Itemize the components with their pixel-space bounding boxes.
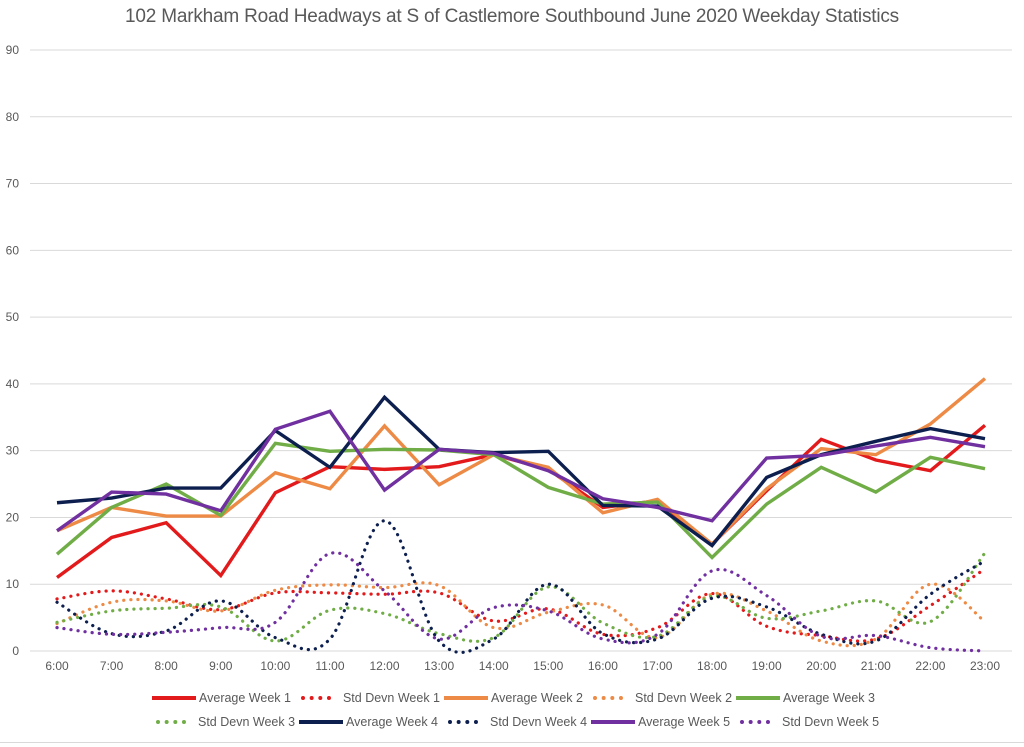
y-tick-label: 40	[6, 377, 20, 391]
x-tick-label: 7:00	[100, 659, 124, 673]
legend-label: Std Devn Week 4	[490, 715, 588, 729]
x-tick-label: 9:00	[209, 659, 233, 673]
legend-row: Average Week 1 Std Devn Week 1 Average Wee…	[152, 686, 890, 710]
legend-item: Std Devn Week 4	[442, 715, 587, 729]
x-tick-label: 15:00	[533, 659, 563, 673]
x-tick-label: 13:00	[424, 659, 454, 673]
legend-swatch	[591, 720, 636, 724]
x-tick-label: 17:00	[642, 659, 672, 673]
legend-swatch	[156, 720, 186, 724]
legend-row: Std Devn Week 3 Average Week 4 Std Devn We…	[150, 710, 890, 734]
y-tick-label: 70	[6, 177, 20, 191]
x-tick-label: 23:00	[970, 659, 1000, 673]
x-tick-label: 19:00	[752, 659, 782, 673]
legend-label: Std Devn Week 3	[198, 715, 296, 729]
x-tick-label: 20:00	[806, 659, 836, 673]
legend-label: Std Devn Week 1	[342, 691, 441, 705]
legend-swatch	[152, 696, 196, 700]
x-tick-label: 18:00	[697, 659, 727, 673]
series-line-std-devn-week-4	[55, 519, 987, 654]
legend-swatch	[740, 720, 771, 724]
y-axis-ticks: 0 10 20 30 40 50 60 70 80 90	[6, 43, 20, 658]
legend-label: Std Devn Week 2	[634, 691, 733, 705]
bottom-divider	[0, 742, 1024, 743]
legend: Average Week 1 Std Devn Week 1 Average Wee…	[150, 686, 890, 734]
legend-swatch	[444, 696, 489, 700]
legend-item: Average Week 3	[736, 691, 875, 705]
legend-item: Average Week 2	[444, 691, 583, 705]
series-line-std-devn-week-5	[55, 551, 987, 653]
series-line-average-week-3	[55, 441, 986, 560]
y-tick-label: 10	[6, 577, 20, 591]
x-tick-label: 16:00	[588, 659, 618, 673]
legend-label: Average Week 3	[783, 691, 875, 705]
legend-swatch	[300, 696, 331, 700]
x-tick-label: 12:00	[370, 659, 400, 673]
series-line-std-devn-week-3	[55, 551, 987, 643]
y-tick-label: 30	[6, 444, 20, 458]
y-tick-label: 60	[6, 243, 20, 257]
series-line-std-devn-week-2	[55, 581, 987, 648]
legend-item: Average Week 5	[591, 715, 730, 729]
x-tick-label: 10:00	[260, 659, 290, 673]
x-tick-label: 22:00	[915, 659, 945, 673]
y-tick-label: 20	[6, 510, 20, 524]
legend-label: Average Week 2	[491, 691, 583, 705]
y-tick-label: 80	[6, 110, 20, 124]
series-line-average-week-5	[56, 409, 986, 533]
legend-swatch	[299, 720, 344, 724]
legend-label: Average Week 5	[638, 715, 731, 729]
legend-label: Std Devn Week 5	[782, 715, 880, 729]
y-tick-label: 50	[6, 310, 20, 324]
legend-swatch	[736, 696, 781, 700]
x-tick-label: 8:00	[154, 659, 178, 673]
legend-swatch	[448, 720, 479, 724]
y-tick-label: 0	[12, 644, 19, 658]
series-layer	[55, 377, 987, 654]
x-axis-ticks: 6:00 7:00 8:00 9:00 10:00 11:00 12:00 13:00 14:0…	[45, 659, 1000, 673]
legend-item: Std Devn Week 1	[295, 691, 440, 705]
legend-item: Average Week 1	[152, 691, 291, 705]
legend-item: Std Devn Week 5	[734, 715, 879, 729]
legend-item: Std Devn Week 2	[587, 691, 732, 705]
legend-label: Average Week 4	[346, 715, 439, 729]
gridlines	[30, 49, 1012, 652]
y-tick-label: 90	[6, 43, 20, 57]
x-tick-label: 11:00	[315, 659, 344, 673]
legend-item: Std Devn Week 3	[150, 715, 295, 729]
legend-swatch	[592, 696, 623, 700]
chart-title: 102 Markham Road Headways at S of Castle…	[125, 6, 899, 27]
x-tick-label: 6:00	[45, 659, 69, 673]
x-tick-label: 14:00	[479, 659, 509, 673]
legend-item: Average Week 4	[299, 715, 438, 729]
x-tick-label: 21:00	[861, 659, 891, 673]
legend-label: Average Week 1	[199, 691, 291, 705]
